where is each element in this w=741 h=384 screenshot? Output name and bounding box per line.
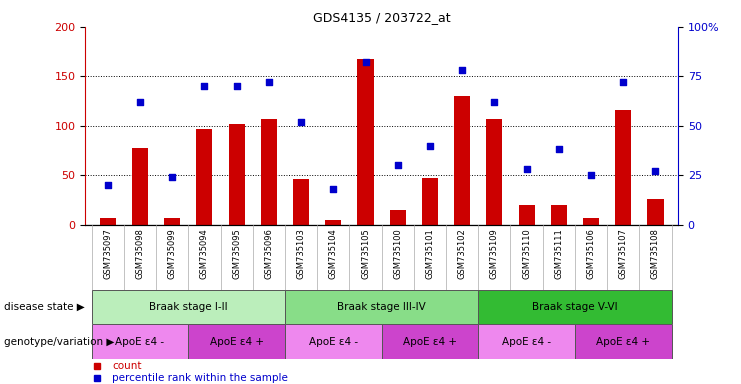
Bar (357, 58, 373, 225)
Bar (390, 210, 406, 225)
Point (650, 168, 662, 174)
Text: GSM735096: GSM735096 (265, 228, 273, 279)
Point (424, 142, 436, 149)
Point (617, 79, 629, 85)
Bar (293, 179, 309, 225)
Text: Braak stage III-IV: Braak stage III-IV (337, 302, 426, 312)
Bar (615, 110, 631, 225)
Text: ApoE ε4 -: ApoE ε4 - (309, 337, 358, 347)
Text: count: count (112, 361, 142, 371)
Point (521, 166, 533, 172)
Text: GSM735103: GSM735103 (296, 228, 305, 279)
Point (328, 186, 339, 192)
Point (230, 83, 242, 89)
Text: GSM735097: GSM735097 (103, 228, 113, 279)
Text: GSM735109: GSM735109 (490, 228, 499, 279)
Text: GSM735100: GSM735100 (393, 228, 402, 279)
Text: Braak stage V-VI: Braak stage V-VI (532, 302, 618, 312)
Text: Braak stage I-II: Braak stage I-II (149, 302, 227, 312)
Text: GSM735102: GSM735102 (458, 228, 467, 279)
Bar (261, 119, 277, 225)
Point (102, 182, 113, 188)
Bar (92, 290, 285, 324)
Text: GSM735098: GSM735098 (136, 228, 144, 279)
Bar (228, 124, 245, 225)
Point (488, 99, 500, 105)
Point (392, 162, 404, 169)
Text: GSM735108: GSM735108 (651, 228, 660, 279)
Bar (382, 324, 478, 359)
Bar (583, 218, 599, 225)
Bar (478, 324, 575, 359)
Text: ApoE ε4 -: ApoE ε4 - (502, 337, 551, 347)
Text: GSM735105: GSM735105 (361, 228, 370, 279)
Bar (575, 324, 671, 359)
Point (456, 67, 468, 73)
Point (199, 83, 210, 89)
Text: ApoE ε4 +: ApoE ε4 + (597, 337, 651, 347)
Text: percentile rank within the sample: percentile rank within the sample (112, 373, 288, 383)
Text: GSM735101: GSM735101 (425, 228, 434, 279)
Bar (478, 290, 671, 324)
Text: GSM735110: GSM735110 (522, 228, 531, 279)
Text: GSM735104: GSM735104 (329, 228, 338, 279)
Text: ApoE ε4 +: ApoE ε4 + (210, 337, 264, 347)
Bar (519, 205, 535, 225)
Bar (551, 205, 567, 225)
Bar (92, 324, 188, 359)
Bar (196, 129, 213, 225)
Point (553, 146, 565, 152)
Point (263, 79, 275, 85)
Bar (285, 324, 382, 359)
Text: GSM735099: GSM735099 (167, 228, 176, 279)
Bar (325, 220, 342, 225)
Bar (422, 178, 438, 225)
Text: GSM735095: GSM735095 (232, 228, 241, 279)
Point (359, 60, 371, 66)
Text: GSM735107: GSM735107 (619, 228, 628, 279)
Text: GSM735111: GSM735111 (554, 228, 563, 279)
Bar (188, 324, 285, 359)
Bar (100, 218, 116, 225)
Point (585, 172, 597, 178)
Bar (454, 96, 471, 225)
Bar (486, 119, 502, 225)
Bar (285, 290, 478, 324)
Bar (165, 218, 180, 225)
Text: GSM735094: GSM735094 (200, 228, 209, 279)
Text: disease state ▶: disease state ▶ (4, 302, 84, 312)
Title: GDS4135 / 203722_at: GDS4135 / 203722_at (313, 11, 451, 24)
Point (134, 99, 146, 105)
Text: genotype/variation ▶: genotype/variation ▶ (4, 337, 114, 347)
Text: ApoE ε4 -: ApoE ε4 - (116, 337, 165, 347)
Bar (132, 147, 148, 225)
Point (295, 119, 307, 125)
Text: GSM735106: GSM735106 (587, 228, 596, 279)
Point (166, 174, 178, 180)
Bar (648, 199, 663, 225)
Text: ApoE ε4 +: ApoE ε4 + (403, 337, 457, 347)
